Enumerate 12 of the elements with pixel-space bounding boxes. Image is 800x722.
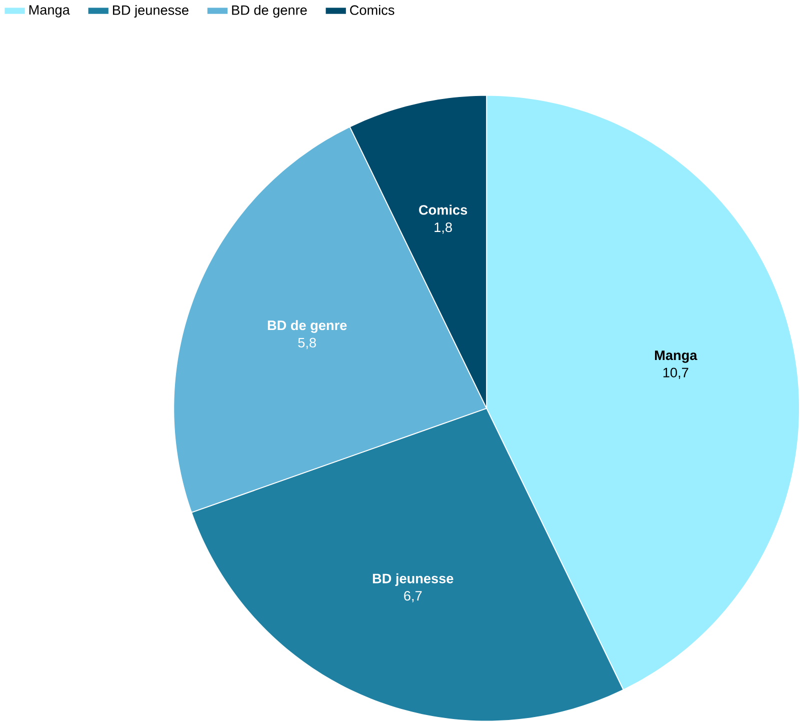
data-label: 1,8	[434, 222, 452, 234]
slice-label: Comics	[419, 204, 468, 215]
data-label: 6,7	[404, 591, 422, 602]
slice-label: BD jeunesse	[372, 573, 454, 586]
data-label: 10,7	[663, 368, 688, 380]
legend-label: Comics	[350, 5, 394, 16]
data-label: 5,8	[298, 338, 316, 350]
legend-label: Manga	[29, 5, 70, 18]
slice-label: BD de genre	[268, 320, 347, 334]
slice-label: Manga	[655, 350, 698, 363]
legend-label: BD de genre	[232, 5, 307, 18]
legend-label: BD jeunesse	[113, 5, 188, 18]
